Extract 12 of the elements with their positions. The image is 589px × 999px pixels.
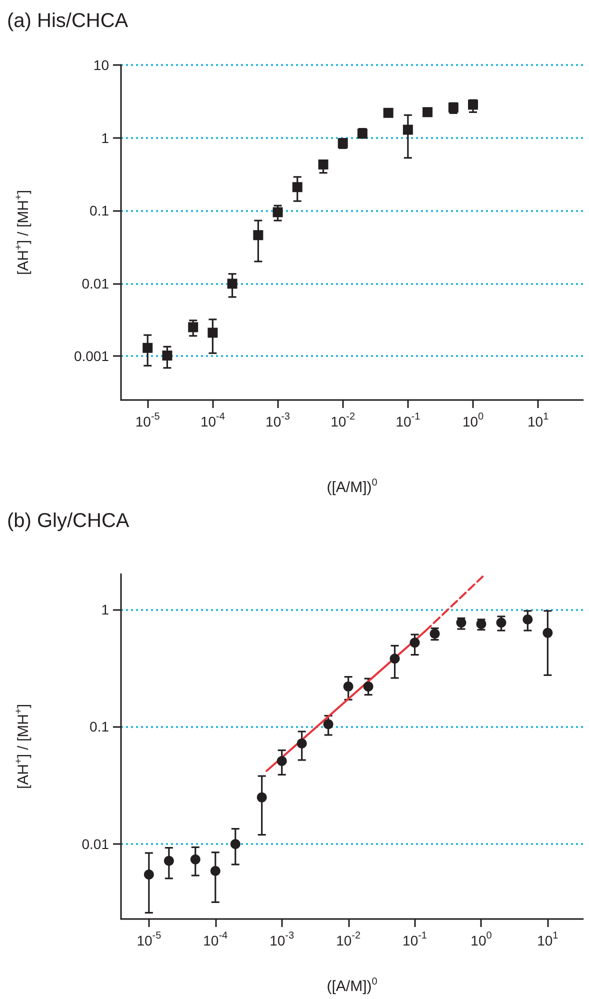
- y-tick-label: 1: [101, 601, 110, 618]
- y-tick-label: 0.01: [82, 275, 110, 292]
- chart-title: (a) His/CHCA: [7, 10, 129, 32]
- y-tick-label: 0.001: [74, 348, 110, 364]
- y-tick-label: 1: [101, 130, 110, 146]
- y-axis-title: [AH+] / [MH+]: [14, 704, 32, 790]
- chart-title: (b) Gly/CHCA: [7, 510, 130, 532]
- y-tick-label: 10: [93, 57, 110, 73]
- y-axis-title: [AH+] / [MH+]: [14, 190, 32, 276]
- y-tick-label: 0.1: [90, 718, 110, 735]
- y-tick-label: 0.1: [90, 202, 110, 219]
- y-tick-label: 0.01: [82, 836, 110, 852]
